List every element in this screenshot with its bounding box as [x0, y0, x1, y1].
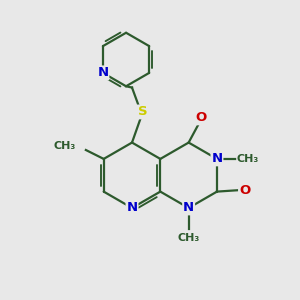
Text: N: N — [183, 202, 194, 214]
Text: CH₃: CH₃ — [237, 154, 259, 164]
Text: S: S — [138, 106, 147, 118]
Text: O: O — [239, 184, 250, 196]
Text: N: N — [126, 202, 138, 214]
Text: CH₃: CH₃ — [53, 141, 76, 152]
Text: N: N — [97, 66, 109, 80]
Text: N: N — [212, 152, 223, 165]
Text: O: O — [196, 111, 207, 124]
Text: CH₃: CH₃ — [178, 233, 200, 243]
